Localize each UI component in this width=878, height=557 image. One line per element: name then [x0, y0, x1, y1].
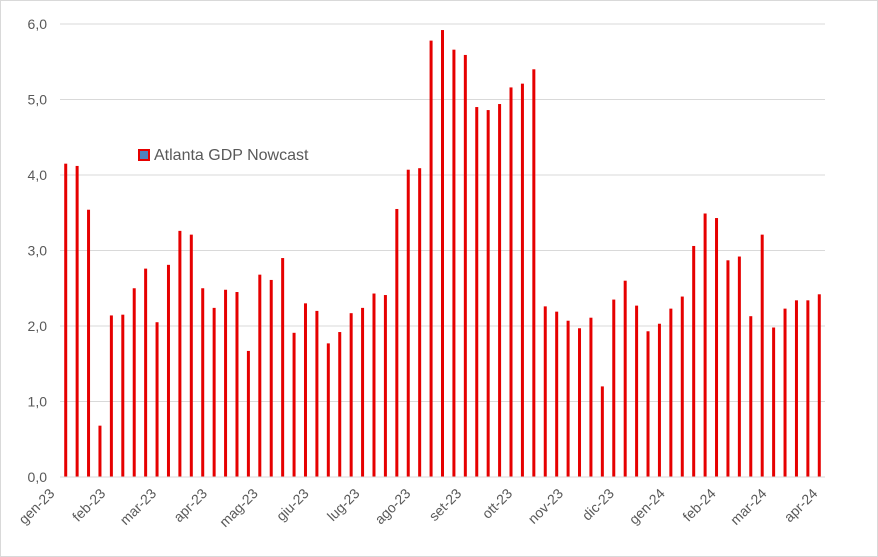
- x-tick-label: gen-23: [15, 485, 57, 527]
- bar: [623, 280, 627, 477]
- bar: [406, 169, 410, 477]
- y-tick-label: 6,0: [28, 16, 48, 32]
- bar: [155, 322, 159, 477]
- x-tick-label: mag-23: [216, 485, 261, 530]
- bar: [361, 307, 365, 477]
- bar: [543, 306, 547, 477]
- bar: [349, 313, 353, 477]
- x-tick-label: mar-23: [117, 485, 160, 528]
- bar: [64, 163, 68, 478]
- bar: [418, 168, 422, 477]
- x-tick-label: gen-24: [626, 485, 668, 527]
- x-tick-label: apr-24: [781, 485, 821, 525]
- x-tick-label: feb-23: [69, 485, 109, 525]
- bar: [669, 308, 673, 477]
- bar: [600, 386, 604, 477]
- bar: [303, 303, 307, 477]
- x-tick-label: giu-23: [273, 485, 312, 524]
- bar: [463, 54, 467, 477]
- bar: [498, 104, 502, 477]
- bar: [178, 230, 182, 477]
- bar: [657, 323, 661, 477]
- y-tick-label: 3,0: [28, 243, 48, 259]
- legend-label: Atlanta GDP Nowcast: [154, 147, 309, 164]
- bar: [246, 350, 250, 477]
- bar: [692, 245, 696, 477]
- bar: [132, 288, 136, 477]
- legend-swatch: [138, 149, 150, 161]
- bar: [703, 213, 707, 477]
- bar: [578, 328, 582, 477]
- bar: [281, 258, 285, 477]
- bar: [475, 107, 479, 478]
- bar: [509, 87, 513, 478]
- bar: [486, 110, 490, 477]
- bar: [520, 83, 524, 478]
- y-tick-label: 2,0: [28, 318, 48, 334]
- bar: [715, 218, 719, 478]
- legend: Atlanta GDP Nowcast: [138, 147, 309, 164]
- bar: [532, 69, 536, 478]
- bar: [144, 268, 148, 477]
- bar: [372, 293, 376, 477]
- bar: [189, 234, 193, 477]
- bar: [224, 289, 228, 477]
- x-tick-label: mar-24: [727, 485, 770, 528]
- x-tick-label: lug-23: [324, 485, 363, 524]
- bar: [315, 310, 319, 477]
- bar: [235, 292, 239, 477]
- bar: [87, 209, 91, 478]
- x-tick-label: apr-23: [170, 485, 210, 525]
- bar: [429, 40, 433, 478]
- bar: [566, 320, 570, 477]
- x-tick-label: nov-23: [525, 485, 567, 527]
- bar: [783, 308, 787, 477]
- x-tick-label: dic-23: [579, 485, 617, 523]
- y-tick-label: 4,0: [28, 167, 48, 183]
- bar: [383, 295, 387, 477]
- bar: [555, 311, 559, 477]
- bar: [441, 30, 444, 477]
- bar: [98, 425, 102, 477]
- bar: [589, 317, 593, 477]
- bar: [726, 260, 730, 477]
- bar: [772, 327, 776, 477]
- bar: [258, 274, 262, 477]
- x-tick-label: ott-23: [479, 485, 516, 522]
- bar: [326, 343, 330, 477]
- x-tick-label: feb-24: [679, 485, 719, 525]
- bar: [794, 300, 798, 477]
- y-tick-label: 1,0: [28, 394, 48, 410]
- bar: [646, 331, 650, 477]
- bar: [109, 315, 113, 477]
- bar: [395, 208, 399, 478]
- bar: [292, 332, 296, 477]
- bar: [75, 165, 79, 477]
- y-tick-label: 5,0: [28, 92, 48, 108]
- bar: [338, 332, 342, 477]
- bar: [806, 300, 810, 477]
- bar: [737, 256, 741, 477]
- bar: [201, 288, 205, 477]
- y-tick-label: 0,0: [28, 469, 48, 485]
- bar: [680, 296, 684, 477]
- x-tick-label: set-23: [426, 485, 465, 524]
- x-tick-label: ago-23: [371, 485, 413, 527]
- bar: [760, 234, 764, 477]
- bar: [817, 294, 821, 477]
- bar-series: [64, 30, 821, 478]
- bar: [166, 264, 170, 477]
- bar: [212, 307, 216, 477]
- bar: [612, 299, 616, 477]
- bar: [635, 305, 639, 477]
- bar: [269, 279, 273, 477]
- bar: [749, 316, 753, 477]
- bar: [452, 49, 456, 478]
- bar: [121, 314, 125, 477]
